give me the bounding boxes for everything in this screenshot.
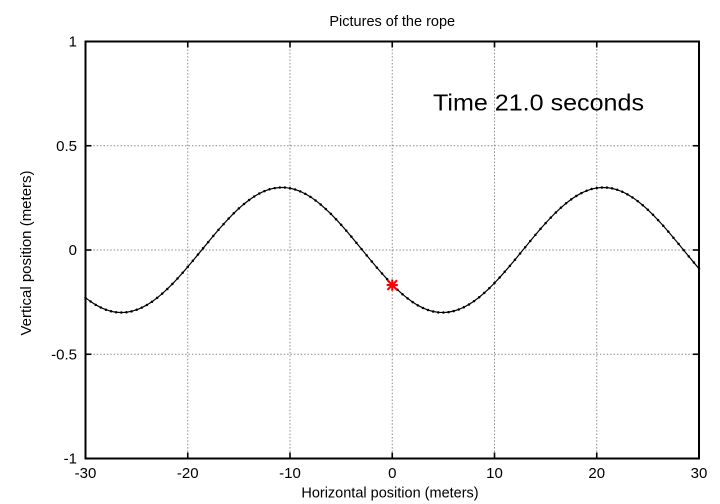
svg-text:-1: -1 (64, 451, 77, 468)
svg-text:-10: -10 (279, 465, 301, 482)
svg-text:10: 10 (486, 465, 503, 482)
svg-text:-0.5: -0.5 (51, 346, 77, 363)
svg-text:-30: -30 (75, 465, 97, 482)
svg-text:-20: -20 (177, 465, 199, 482)
svg-text:Horizontal position (meters): Horizontal position (meters) (301, 486, 478, 502)
svg-text:Vertical position (meters): Vertical position (meters) (18, 170, 35, 335)
svg-text:0.5: 0.5 (56, 138, 77, 155)
svg-text:0: 0 (388, 465, 396, 482)
svg-text:1: 1 (69, 34, 77, 51)
svg-text:30: 30 (691, 465, 708, 482)
svg-text:Pictures of the rope: Pictures of the rope (329, 14, 455, 30)
svg-text:20: 20 (588, 465, 605, 482)
svg-text:Time 21.0 seconds: Time 21.0 seconds (433, 90, 644, 116)
svg-text:0: 0 (69, 242, 77, 259)
